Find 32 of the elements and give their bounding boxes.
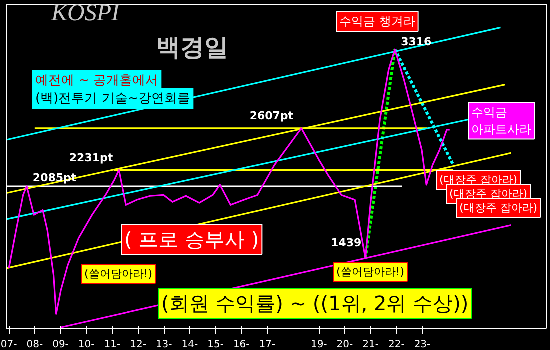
x-tick-label: 22- [388, 340, 406, 350]
annotation: (쓸어담아라!) [336, 266, 404, 278]
x-tick-label: 11- [104, 340, 121, 350]
annotation: (백)전투기 기술~강연회를 [36, 92, 191, 106]
annotation: (회원 수익률) ~ ((1위, 2위 수상)) [162, 292, 469, 316]
annotation: 수익금 챙겨라 [340, 14, 416, 28]
annotation: 2231pt [69, 151, 114, 164]
x-tick-label: 07- [0, 340, 18, 350]
x-tick-label: 08- [26, 340, 44, 350]
annotation: 2085pt [32, 172, 77, 185]
annotation: ( 프로 승부사 ) [124, 228, 260, 252]
annotation: 1439 [331, 236, 362, 250]
x-tick-label: 17- [259, 340, 276, 350]
annotation: 수익금 아파트사라 [472, 106, 532, 136]
chart-subtitle: 백경일 [156, 34, 228, 62]
x-tick-label: 16- [233, 340, 250, 350]
x-tick-label: 21- [362, 340, 380, 350]
chart-title: KOSPI [50, 0, 120, 26]
annotation: (쓸어담아라!) [84, 268, 152, 280]
annotation: 예전에 ~ 공개홀에서 [36, 74, 159, 88]
x-tick-label: 15- [208, 340, 224, 350]
x-tick-label: 23- [414, 340, 432, 350]
x-tick-label: 12- [130, 340, 147, 350]
x-tick-label: 19- [310, 340, 328, 350]
x-tick-label: 14- [182, 340, 199, 350]
x-tick-label: 09- [52, 340, 70, 350]
x-tick-label: 13- [156, 340, 173, 350]
annotation: (대장주 잡아라) [460, 202, 538, 214]
annotation: 3316 [401, 36, 432, 49]
annotation: 2607pt [250, 109, 294, 122]
x-tick-label: 20- [336, 340, 354, 350]
x-tick-label: 10- [78, 340, 96, 350]
